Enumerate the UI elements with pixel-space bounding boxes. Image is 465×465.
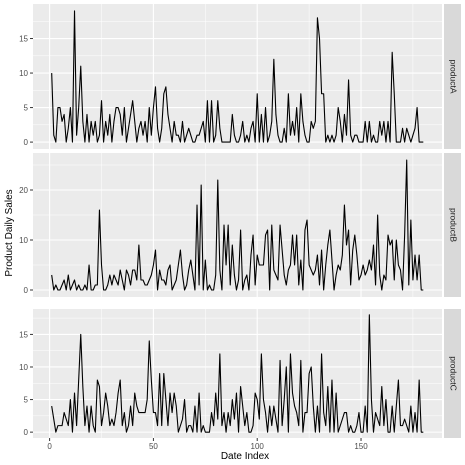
y-tick-label: 15 bbox=[19, 35, 28, 44]
panel-background-productb bbox=[33, 153, 442, 297]
y-tick-label: 5 bbox=[24, 104, 29, 113]
y-tick-label: 0 bbox=[24, 428, 29, 437]
y-tick-label: 10 bbox=[19, 69, 28, 78]
y-tick-label: 10 bbox=[19, 363, 28, 372]
series-line-productc bbox=[51, 314, 424, 433]
x-tick-label: 150 bbox=[354, 442, 368, 451]
y-tick-label: 0 bbox=[24, 286, 29, 295]
facet-strip-producta bbox=[444, 4, 461, 149]
facet-strip-label-producta: productA bbox=[448, 59, 458, 93]
series-line-producta bbox=[51, 10, 424, 143]
facet-strip-productb bbox=[444, 153, 461, 297]
x-tick-label: 50 bbox=[149, 442, 158, 451]
series-line-productb bbox=[51, 159, 424, 291]
y-tick-label: 0 bbox=[24, 138, 29, 147]
y-axis-title: Product Daily Sales bbox=[4, 189, 15, 276]
x-tick-label: 100 bbox=[251, 442, 265, 451]
x-tick-label: 0 bbox=[47, 442, 52, 451]
y-tick-label: 20 bbox=[19, 186, 28, 195]
y-tick-label: 10 bbox=[19, 236, 28, 245]
facet-strip-label-productc: productC bbox=[448, 356, 458, 391]
facet-strip-label-productb: productB bbox=[448, 208, 458, 242]
y-tick-label: 5 bbox=[24, 396, 29, 405]
x-axis-title: Date Index bbox=[221, 451, 269, 462]
facet-strip-productc bbox=[444, 309, 461, 438]
y-tick-label: 15 bbox=[19, 330, 28, 339]
